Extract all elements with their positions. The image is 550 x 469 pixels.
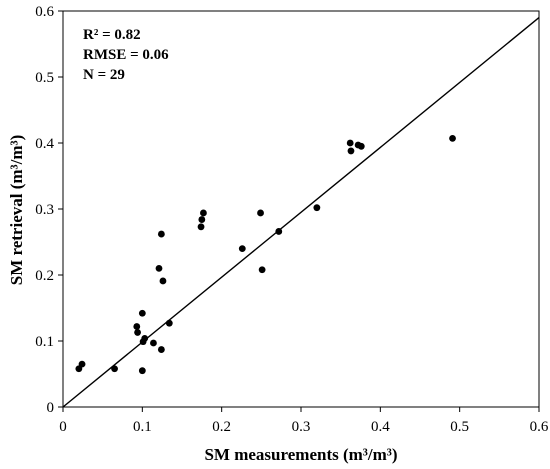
data-point [138,309,146,317]
data-point [275,228,283,235]
tick-marks [58,10,540,412]
data-point [157,230,165,238]
annotation-n: N = 29 [83,67,125,83]
x-tick-label: 0.5 [450,419,469,435]
data-point [313,204,321,212]
annotation-r2: R² = 0.82 [83,27,141,43]
data-point [157,346,165,353]
y-tick-label: 0.2 [35,268,54,284]
data-point [159,277,167,285]
y-tick-label: 0.5 [35,70,54,86]
y-tick-label: 0.4 [35,136,54,152]
y-tick-label: 0.6 [35,4,54,20]
data-point [198,216,206,223]
data-point [78,360,86,368]
x-axis-title: SM measurements (m³/m³) [204,445,397,464]
data-point [346,139,354,147]
annotation-rmse: RMSE = 0.06 [83,47,169,63]
data-point [111,365,118,373]
data-point [200,209,207,217]
x-tick-labels: 0 0.1 0.2 0.3 0.4 0.5 0.6 [59,419,549,435]
data-point [150,339,157,347]
y-axis-title: SM retrieval (m³/m³) [7,135,26,286]
data-point [449,134,456,142]
y-tick-labels: 0 0.1 0.2 0.3 0.4 0.5 0.6 [35,4,54,416]
data-point [141,334,149,342]
data-point [133,323,141,330]
data-point [258,266,266,274]
data-point [197,223,205,231]
data-point [257,209,264,217]
y-tick-label: 0.3 [35,202,54,218]
x-tick-label: 0.2 [212,419,231,435]
x-tick-label: 0.4 [371,419,390,435]
data-point [138,367,146,375]
data-point [238,245,246,253]
data-point [357,142,365,150]
data-point [134,329,141,336]
data-point [155,265,163,272]
x-tick-label: 0.6 [530,419,549,435]
x-tick-label: 0.1 [133,419,152,435]
y-tick-label: 0.1 [35,334,54,350]
data-point [347,147,355,155]
y-tick-label: 0 [47,400,55,416]
data-points [75,134,456,375]
data-point [165,319,173,327]
x-tick-label: 0 [59,419,67,435]
x-tick-label: 0.3 [292,419,311,435]
